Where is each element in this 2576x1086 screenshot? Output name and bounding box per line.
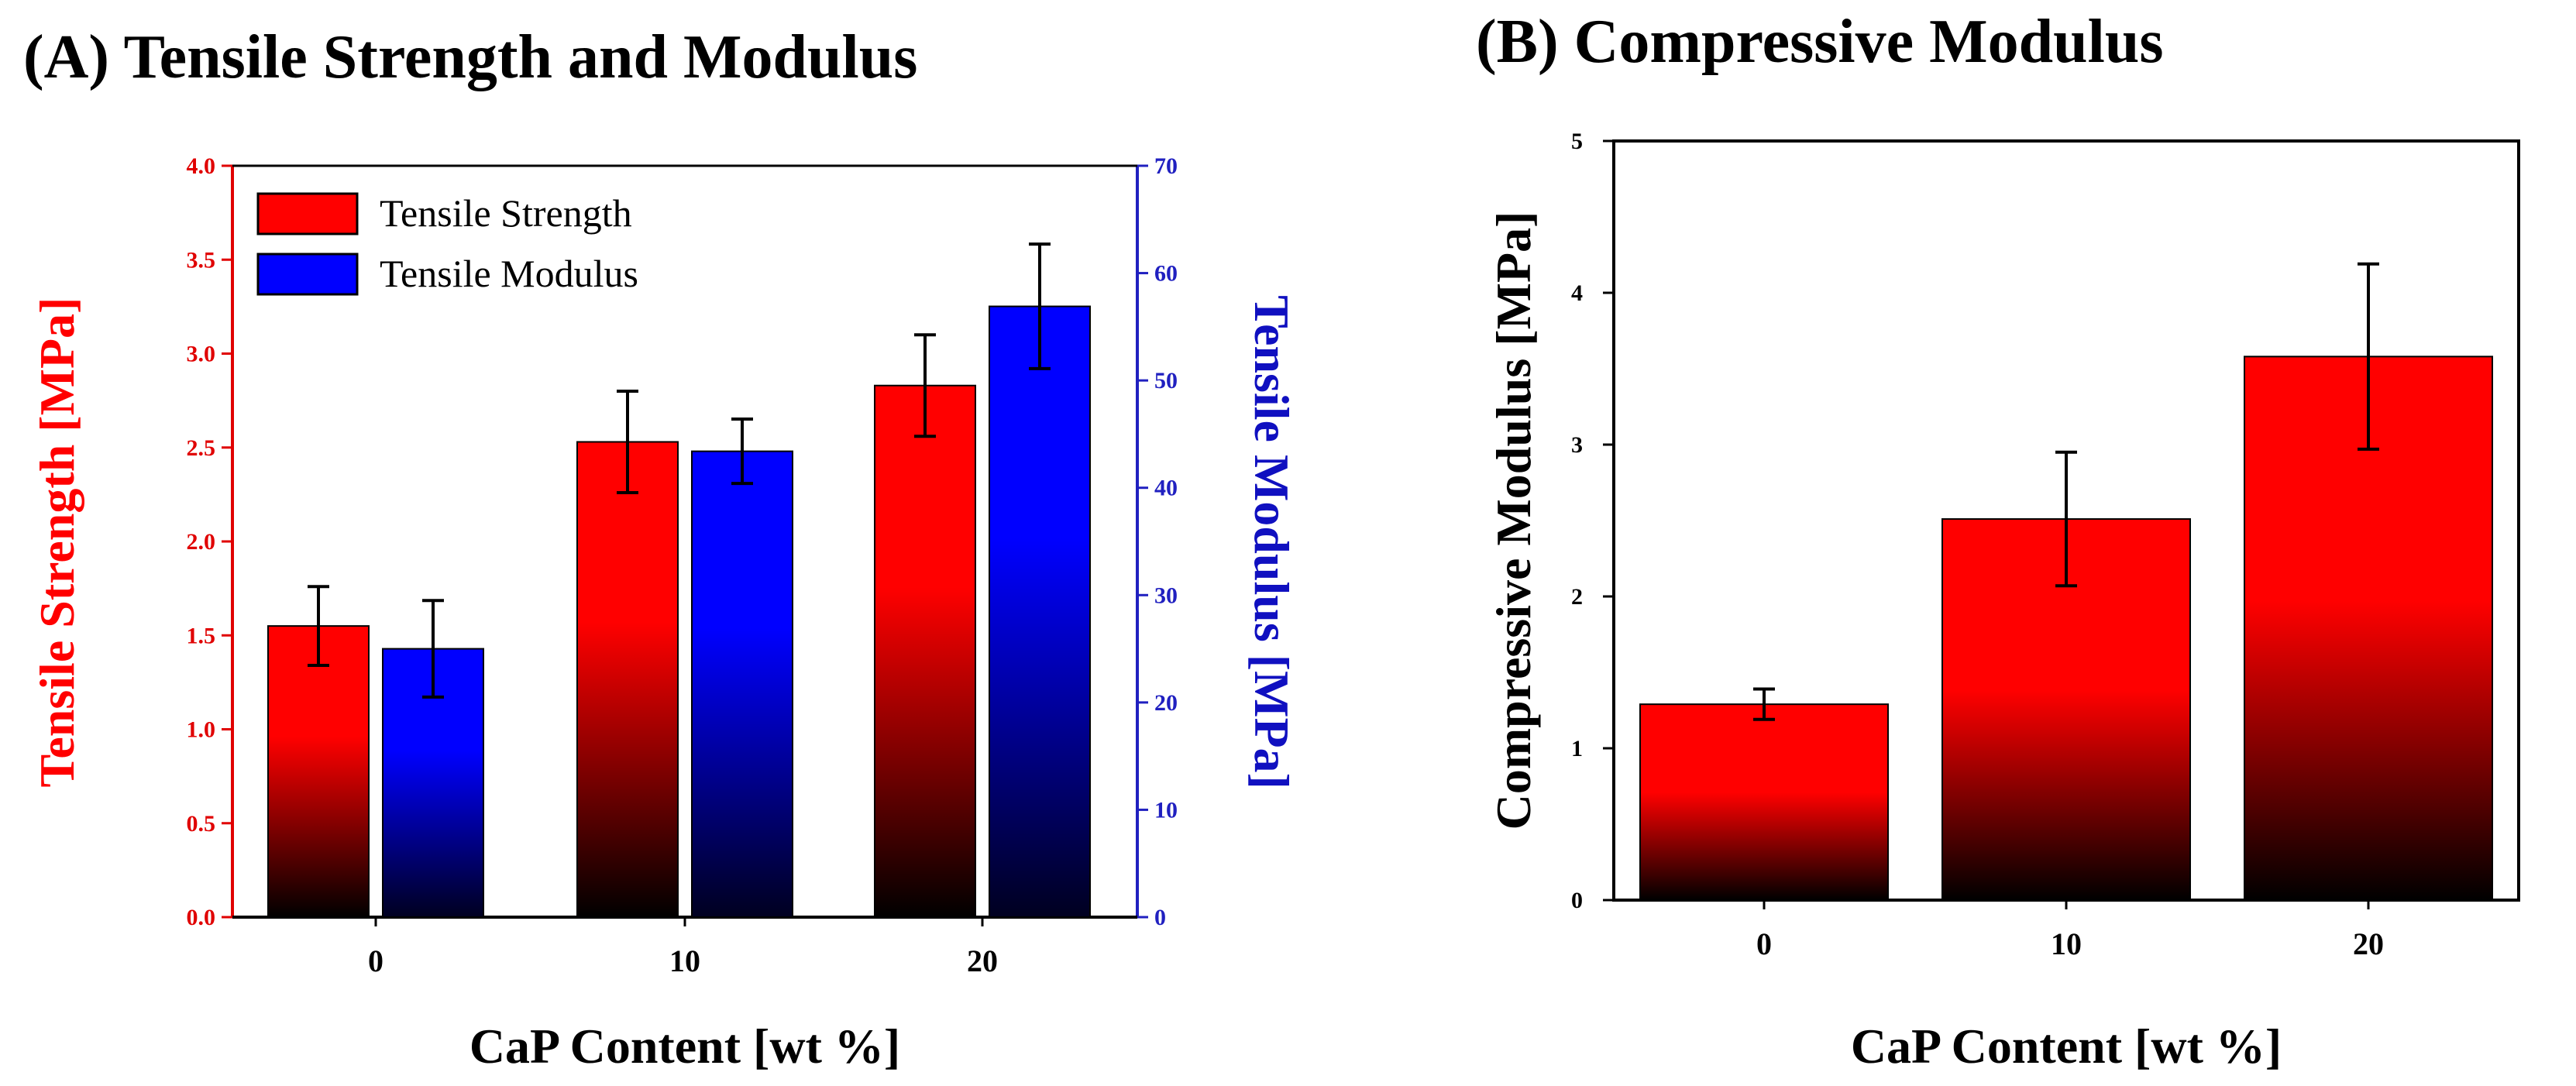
panel-a-y-title: Tensile Strength [MPa] bbox=[29, 297, 84, 788]
left-tick-label: 5 bbox=[1571, 129, 1583, 154]
bar-tensile-modulus bbox=[989, 305, 1091, 918]
right-tick-label: 20 bbox=[1154, 690, 1178, 716]
panel-a-category-labels: 0 10 20 bbox=[368, 917, 998, 978]
panel-b-bars bbox=[1639, 262, 2493, 901]
right-tick-label: 10 bbox=[1154, 797, 1178, 823]
left-tick-label: 4 bbox=[1571, 280, 1583, 306]
bar-compressive-modulus bbox=[1639, 703, 1889, 901]
panel-a: (A) Tensile Strength and Modulus 0.0 0.5 1… bbox=[23, 23, 1299, 1074]
panel-b-left-ticks: 0 1 2 3 4 5 bbox=[1571, 129, 1614, 913]
panel-a-y-right-title: Tensile Modulus [MPa] bbox=[1244, 295, 1299, 789]
panel-a-left-ticks: 0.0 0.5 1.0 1.5 2.0 2.5 3.0 3.5 4.0 bbox=[187, 153, 232, 930]
panel-a-x-title: CaP Content [wt %] bbox=[469, 1019, 900, 1074]
bar-tensile-strength bbox=[576, 441, 679, 918]
x-tick-label: 0 bbox=[1756, 926, 1772, 961]
left-tick-label: 4.0 bbox=[187, 153, 216, 179]
panel-b-category-labels: 0 10 20 bbox=[1756, 900, 2384, 961]
legend-swatch-modulus bbox=[256, 253, 359, 296]
right-tick-label: 50 bbox=[1154, 368, 1178, 394]
left-tick-label: 1.0 bbox=[187, 717, 216, 743]
legend-swatch-strength bbox=[256, 192, 359, 235]
right-tick-label: 30 bbox=[1154, 583, 1178, 608]
x-tick-label: 10 bbox=[2051, 926, 2082, 961]
left-tick-label: 0.0 bbox=[187, 905, 216, 930]
x-tick-label: 10 bbox=[669, 943, 700, 978]
panel-b: (B) Compressive Modulus 0 1 2 3 4 5 0 10 20 Com… bbox=[1476, 8, 2520, 1074]
left-tick-label: 0 bbox=[1571, 888, 1583, 913]
right-tick-label: 60 bbox=[1154, 261, 1178, 287]
bar-tensile-strength bbox=[267, 625, 370, 918]
left-tick-label: 2 bbox=[1571, 584, 1583, 610]
bar-tensile-modulus bbox=[691, 450, 793, 918]
x-tick-label: 20 bbox=[967, 943, 998, 978]
bar-tensile-strength bbox=[874, 384, 976, 919]
left-tick-label: 1.5 bbox=[187, 623, 216, 648]
left-tick-label: 3.0 bbox=[187, 342, 216, 367]
panel-b-y-title: Compressive Modulus [MPa] bbox=[1486, 211, 1541, 830]
bar-compressive-modulus bbox=[1941, 518, 2191, 901]
x-tick-label: 20 bbox=[2353, 926, 2384, 961]
panel-a-legend: Tensile Strength Tensile Modulus bbox=[256, 191, 638, 296]
legend-label-modulus: Tensile Modulus bbox=[380, 252, 638, 295]
legend-label-strength: Tensile Strength bbox=[380, 191, 632, 235]
panel-b-title: (B) Compressive Modulus bbox=[1476, 8, 2163, 76]
left-tick-label: 3.5 bbox=[187, 247, 216, 273]
panel-a-right-ticks: 0 10 20 30 40 50 60 70 bbox=[1137, 153, 1178, 930]
right-tick-label: 0 bbox=[1154, 905, 1166, 930]
left-tick-label: 3 bbox=[1571, 432, 1583, 458]
left-tick-label: 0.5 bbox=[187, 811, 216, 837]
panel-b-x-title: CaP Content [wt %] bbox=[1851, 1019, 2282, 1074]
right-tick-label: 70 bbox=[1154, 153, 1178, 179]
x-tick-label: 0 bbox=[368, 943, 383, 978]
right-tick-label: 40 bbox=[1154, 476, 1178, 501]
left-tick-label: 1 bbox=[1571, 736, 1583, 761]
panel-a-bars bbox=[267, 242, 1091, 919]
panel-a-title: (A) Tensile Strength and Modulus bbox=[23, 23, 917, 91]
left-tick-label: 2.0 bbox=[187, 529, 216, 555]
left-tick-label: 2.5 bbox=[187, 435, 216, 461]
